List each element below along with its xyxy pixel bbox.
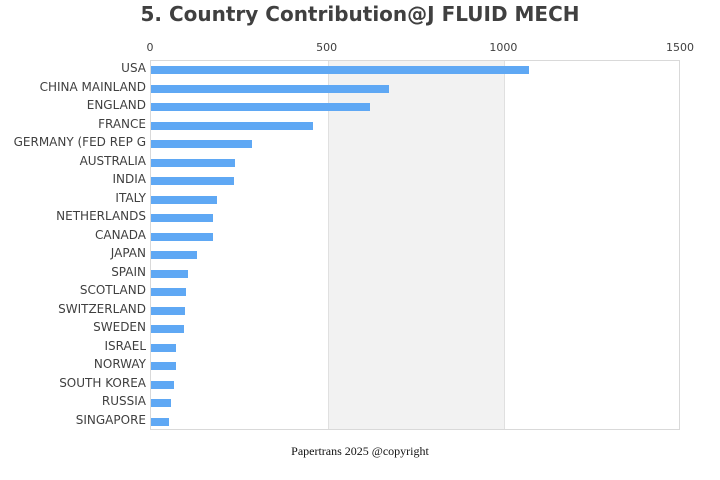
bar xyxy=(151,251,197,259)
category-label: INDIA xyxy=(112,172,146,186)
category-label: SOUTH KOREA xyxy=(59,375,146,390)
category-label: CHINA MAINLAND xyxy=(39,79,146,94)
bar xyxy=(151,288,186,296)
category-label: FRANCE xyxy=(98,116,146,131)
bar xyxy=(151,84,390,93)
category-label: SWITZERLAND xyxy=(58,301,146,316)
category-label: SPAIN xyxy=(111,264,146,279)
bar xyxy=(151,158,236,167)
bar xyxy=(151,269,189,278)
category-label: NORWAY xyxy=(93,357,146,371)
bar xyxy=(151,195,218,204)
category-label: CANADA xyxy=(94,227,146,242)
category-label: SCOTLAND xyxy=(79,283,146,297)
bar xyxy=(151,343,177,352)
category-label: JAPAN xyxy=(110,246,146,260)
bar xyxy=(151,232,213,241)
bar xyxy=(151,325,184,333)
category-label: RUSSIA xyxy=(101,394,146,408)
x-tick-label: 500 xyxy=(316,41,338,54)
bar xyxy=(151,177,235,185)
copyright-footer: Papertrans 2025 @copyright xyxy=(291,444,429,458)
category-label: SWEDEN xyxy=(93,320,146,334)
gridline-1000 xyxy=(504,61,506,429)
category-label: USA xyxy=(121,61,146,75)
category-label: SINGAPORE xyxy=(75,412,146,427)
category-label: AUSTRALIA xyxy=(79,153,146,168)
x-tick-label: 1000 xyxy=(489,41,518,54)
bar xyxy=(151,121,313,130)
category-label: ITALY xyxy=(115,190,146,205)
bar xyxy=(151,140,253,148)
bar xyxy=(151,306,185,315)
bar xyxy=(151,103,371,111)
category-label: ISRAEL xyxy=(104,338,146,353)
alternate-band xyxy=(327,61,505,429)
category-label: ENGLAND xyxy=(86,98,146,112)
x-tick-label: 1500 xyxy=(666,41,694,54)
plot-area xyxy=(150,60,680,430)
category-label: GERMANY (FED REP G xyxy=(13,135,146,149)
gridline-500 xyxy=(327,61,329,429)
bar xyxy=(151,66,530,74)
bar xyxy=(151,214,213,222)
bar xyxy=(151,417,170,426)
x-tick-label: 0 xyxy=(146,41,154,54)
category-label: NETHERLANDS xyxy=(56,209,146,223)
bar xyxy=(151,362,177,370)
bar xyxy=(151,380,174,389)
chart-title: 5. Country Contribution@J FLUID MECH xyxy=(140,2,580,26)
bar xyxy=(151,399,172,407)
